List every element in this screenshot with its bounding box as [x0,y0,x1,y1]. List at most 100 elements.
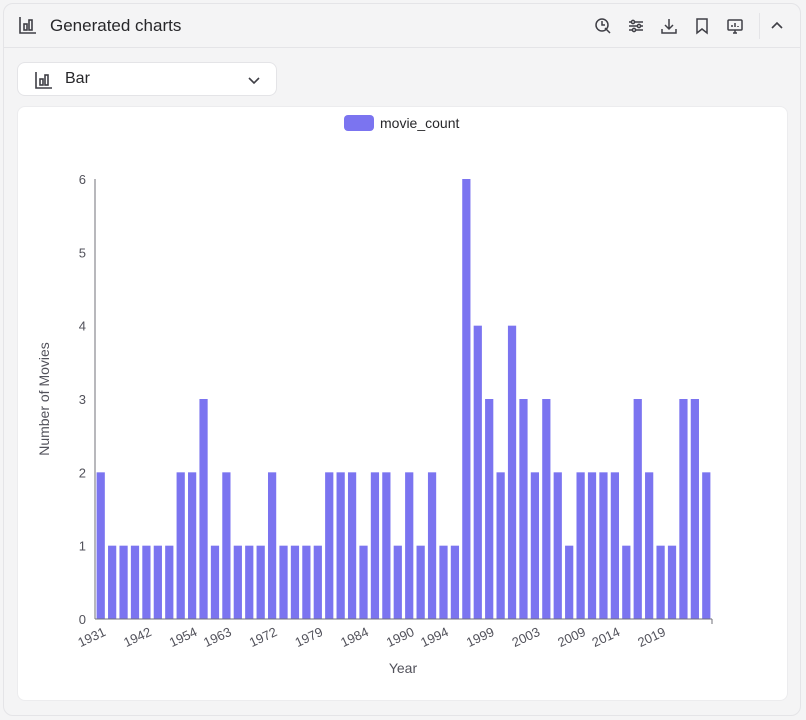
x-tick-label: 1994 [418,624,451,650]
collapse-button[interactable] [766,15,788,37]
x-tick-label: 1990 [384,624,417,650]
bar [119,545,128,619]
sliders-icon [629,19,643,33]
y-tick-label: 2 [79,465,86,480]
bar [256,545,265,619]
bar [519,399,528,619]
bar [416,545,425,619]
y-tick-label: 1 [79,539,86,554]
bar [108,545,117,619]
chevron-up-icon [771,21,783,29]
bar [130,545,140,619]
bar [542,399,551,619]
present-button[interactable] [724,15,746,37]
header-divider [759,13,760,39]
bar [427,472,437,619]
bar [485,399,494,619]
bar [222,472,231,619]
bar [245,545,254,619]
bar [507,325,517,619]
bar [645,472,654,619]
bar [153,545,162,619]
bar [622,545,631,619]
y-tick-label: 3 [79,392,86,407]
chart-card: movie_count 0 1 2 3 4 5 6 1931 1942 1954 1963 1972 19… [17,106,788,701]
legend-label: movie_count [380,115,459,131]
x-tick-label: 2019 [635,624,668,650]
bar [199,399,208,619]
bar [587,472,597,619]
bar [302,545,311,619]
x-tick-label: 1972 [247,624,280,650]
bar [325,472,334,619]
y-axis-title: Number of Movies [36,342,52,456]
y-tick-label: 6 [79,172,86,187]
bar [576,472,585,619]
bar [656,545,665,619]
bar [610,472,619,619]
bar-chart: movie_count 0 1 2 3 4 5 6 1931 1942 1954 1963 1972 19… [36,115,713,676]
download-icon [661,19,677,34]
bar [405,472,414,619]
x-tick-label: 1963 [201,624,234,650]
chart-type-select[interactable]: Bar [17,62,277,96]
bar [633,399,642,619]
download-button[interactable] [658,15,680,37]
bar [565,545,574,619]
panel-title: Generated charts [50,16,182,35]
x-tick-label: 2014 [590,624,623,650]
chevron-down-icon [248,77,260,85]
monitor-icon [727,19,743,34]
bar [165,545,174,619]
x-tick-label: 1954 [167,624,200,650]
bar [473,325,482,619]
x-tick-label: 2009 [555,624,588,650]
bar [359,545,368,619]
bar [188,472,197,619]
bar [96,472,105,619]
bar [370,472,380,619]
bar [290,545,300,619]
bar [267,472,277,619]
x-tick-label: 1984 [338,624,371,650]
bar [279,545,288,619]
bar [496,472,505,619]
bar [599,472,608,619]
bar [210,545,220,619]
x-tick-label: 1942 [121,624,154,650]
bar [336,472,345,619]
x-tick-label: 1931 [75,624,108,650]
adjust-button[interactable] [625,15,647,37]
bar [450,545,460,619]
x-tick-label: 2003 [510,624,543,650]
bar [462,179,471,619]
bar [553,472,562,619]
bar [347,472,357,619]
panel-header: Generated charts [4,4,800,48]
bar [702,472,711,619]
bar [382,472,391,619]
y-tick-label: 5 [79,245,86,260]
bar [313,545,322,619]
bar-chart-icon [35,72,52,89]
bar [667,545,677,619]
bar-chart-icon [19,17,36,34]
bar [530,472,540,619]
bar [142,545,151,619]
chart-type-value: Bar [65,70,90,87]
generated-charts-panel: Generated charts [3,3,801,716]
bar [393,545,402,619]
legend-swatch [344,115,374,131]
bookmark-icon [696,18,708,35]
x-tick-label: 1979 [293,624,326,650]
bookmark-button[interactable] [691,15,713,37]
bar [690,399,699,619]
bar [439,545,448,619]
x-tick-label: 1999 [464,624,497,650]
chart-settings-button[interactable] [592,15,614,37]
bar [679,399,688,619]
y-tick-label: 0 [79,612,86,627]
bar [176,472,185,619]
bar [233,545,242,619]
magic-select-icon [595,18,611,34]
